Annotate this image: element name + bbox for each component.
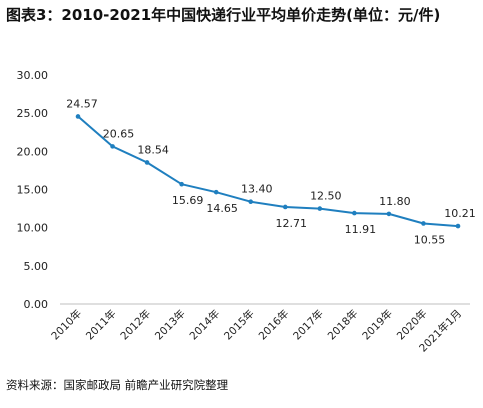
y-tick-label: 15.00 [17,184,49,197]
x-tick-label: 2020年 [394,307,430,343]
data-label: 12.50 [310,190,342,203]
x-tick-label: 2014年 [187,307,223,343]
x-tick-label: 2018年 [325,307,361,343]
data-point [352,210,357,216]
x-tick-label: 2010年 [49,307,85,343]
chart-title: 图表3：2010-2021年中国快递行业平均单价走势(单位：元/件) [6,6,441,24]
x-tick-label: 2013年 [152,307,188,343]
data-label: 10.55 [414,233,446,246]
y-tick-label: 10.00 [17,222,49,235]
data-label: 24.57 [66,97,98,110]
x-tick-label: 2017年 [290,307,326,343]
data-point [386,211,392,217]
x-tick-label: 2019年 [360,307,396,343]
data-label: 20.65 [103,127,135,140]
y-tick-label: 0.00 [24,298,49,311]
source-note: 资料来源：国家邮政局 前瞻产业研究院整理 [6,378,229,392]
y-tick-label: 5.00 [24,260,49,273]
data-label: 10.21 [444,207,476,220]
y-axis: 0.00 5.00 10.00 15.00 20.00 25.00 30.00 [17,69,49,311]
data-point [248,199,254,205]
data-label: 18.54 [137,143,169,156]
y-tick-label: 20.00 [17,145,49,158]
x-tick-label: 2011年 [83,307,119,343]
x-tick-label: 2016年 [256,307,292,343]
data-point [144,160,150,165]
data-label: 11.80 [379,195,411,208]
x-tick-label: 2015年 [221,307,257,343]
data-label: 11.91 [345,223,377,236]
y-tick-label: 30.00 [17,69,49,82]
data-point [421,221,426,226]
data-point [317,206,323,211]
data-point [282,204,288,210]
data-point [455,223,461,229]
data-label: 15.69 [172,194,204,207]
data-point [179,181,184,187]
data-label: 13.40 [241,183,273,196]
data-point [110,144,115,149]
y-tick-label: 25.00 [17,107,49,120]
data-label: 14.65 [206,202,238,215]
data-label: 12.71 [276,217,308,230]
data-point [213,189,219,195]
series-line [77,115,459,228]
x-tick-label: 2012年 [118,307,154,343]
data-point [75,114,81,119]
x-axis: 2010年 2011年 2012年 2013年 2014年 2015年 2016年 2017年… [49,303,470,355]
